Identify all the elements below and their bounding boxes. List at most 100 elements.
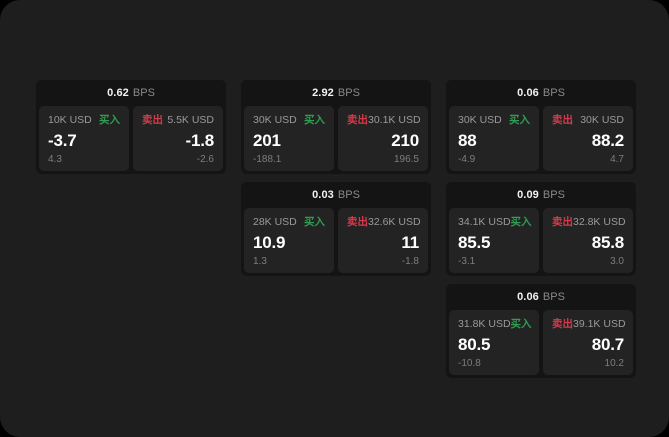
buy-value: 80.5 [458,335,491,354]
buy-value: -3.7 [48,131,77,150]
quote-card[interactable]: 0.06 BPS 31.8K USD 买入 80.5 -10.8 卖 [446,284,636,378]
buy-value: 10.9 [253,233,286,252]
quote-card[interactable]: 0.06 BPS 30K USD 买入 88 -4.9 卖出 [446,80,636,174]
sell-value: 80.7 [591,335,624,354]
quote-board: 0.62 BPS 10K USD 买入 -3.7 4.3 卖出 [36,80,636,400]
buy-delta: -10.8 [458,358,481,369]
bps-unit-label: BPS [542,87,565,99]
sell-size-label: 30K USD [580,113,624,126]
quote-card[interactable]: 0.09 BPS 34.1K USD 买入 85.5 -3.1 卖出 [446,182,636,276]
card-body: 10K USD 买入 -3.7 4.3 卖出 5.5K USD -1.8 -2.… [36,106,226,174]
sell-panel[interactable]: 卖出 30.1K USD 210 196.5 [338,106,428,171]
buy-value: 85.5 [458,233,491,252]
bps-value: 0.62 [107,87,129,99]
bps-unit-label: BPS [132,87,155,99]
card-header: 0.62 BPS [36,80,226,106]
quote-card[interactable]: 0.62 BPS 10K USD 买入 -3.7 4.3 卖出 [36,80,226,174]
sell-panel[interactable]: 卖出 5.5K USD -1.8 -2.6 [133,106,223,171]
sell-panel-top: 卖出 32.8K USD [552,215,626,229]
buy-panel-top: 10K USD 买入 [48,113,120,127]
sell-size-label: 5.5K USD [167,113,214,126]
sell-delta: -2.6 [196,154,214,165]
sell-value: 88.2 [591,131,624,150]
quote-column-2: 2.92 BPS 30K USD 买入 201 -188.1 卖出 [241,80,431,276]
bps-unit-label: BPS [542,291,565,303]
sell-value: -1.8 [185,131,215,150]
buy-panel-top: 30K USD 买入 [253,113,325,127]
quote-column-1: 0.62 BPS 10K USD 买入 -3.7 4.3 卖出 [36,80,226,174]
sell-tag: 卖出 [347,216,368,228]
buy-panel[interactable]: 31.8K USD 买入 80.5 -10.8 [449,310,539,375]
sell-tag: 卖出 [142,114,163,126]
buy-panel[interactable]: 28K USD 买入 10.9 1.3 [244,208,334,273]
buy-delta: -3.1 [458,256,476,267]
buy-tag: 买入 [304,216,325,228]
quote-column-3: 0.06 BPS 30K USD 买入 88 -4.9 卖出 [446,80,636,378]
buy-panel-top: 34.1K USD 买入 [458,215,532,229]
bps-unit-label: BPS [337,189,360,201]
sell-tag: 卖出 [552,114,573,126]
sell-panel-top: 卖出 32.6K USD [347,215,421,229]
card-body: 30K USD 买入 201 -188.1 卖出 30.1K USD 210 1… [241,106,431,174]
buy-size-label: 30K USD [253,113,297,126]
sell-panel-top: 卖出 30K USD [552,113,624,127]
buy-value: 88 [458,131,477,150]
sell-delta: 10.2 [604,358,624,369]
buy-panel[interactable]: 10K USD 买入 -3.7 4.3 [39,106,129,171]
sell-panel[interactable]: 卖出 39.1K USD 80.7 10.2 [543,310,633,375]
sell-size-label: 32.8K USD [573,215,626,228]
sell-size-label: 39.1K USD [573,317,626,330]
sell-tag: 卖出 [552,318,573,330]
card-header: 0.03 BPS [241,182,431,208]
buy-tag: 买入 [304,114,325,126]
sell-panel[interactable]: 卖出 32.6K USD 11 -1.8 [338,208,428,273]
sell-panel-top: 卖出 5.5K USD [142,113,214,127]
buy-size-label: 31.8K USD [458,317,511,330]
bps-value: 0.03 [312,189,334,201]
sell-panel[interactable]: 卖出 32.8K USD 85.8 3.0 [543,208,633,273]
sell-panel-top: 卖出 39.1K USD [552,317,626,331]
sell-tag: 卖出 [347,114,368,126]
sell-delta: 3.0 [610,256,624,267]
bps-value: 0.06 [517,87,539,99]
bps-value: 0.09 [517,189,539,201]
buy-value: 201 [253,131,281,150]
bps-unit-label: BPS [542,189,565,201]
buy-panel-top: 31.8K USD 买入 [458,317,532,331]
quote-card[interactable]: 2.92 BPS 30K USD 买入 201 -188.1 卖出 [241,80,431,174]
buy-size-label: 10K USD [48,113,92,126]
buy-tag: 买入 [509,114,530,126]
bps-value: 2.92 [312,87,334,99]
buy-size-label: 34.1K USD [458,215,511,228]
card-header: 0.06 BPS [446,80,636,106]
sell-value: 210 [391,131,419,150]
buy-tag: 买入 [510,216,532,228]
card-body: 28K USD 买入 10.9 1.3 卖出 32.6K USD 11 -1.8 [241,208,431,276]
bps-value: 0.06 [517,291,539,303]
buy-size-label: 30K USD [458,113,502,126]
card-body: 30K USD 买入 88 -4.9 卖出 30K USD 88.2 4.7 [446,106,636,174]
buy-panel-top: 30K USD 买入 [458,113,530,127]
buy-tag: 买入 [510,318,532,330]
quote-card[interactable]: 0.03 BPS 28K USD 买入 10.9 1.3 卖出 [241,182,431,276]
buy-tag: 买入 [99,114,120,126]
buy-panel[interactable]: 30K USD 买入 201 -188.1 [244,106,334,171]
buy-delta: 4.3 [48,154,62,165]
sell-panel[interactable]: 卖出 30K USD 88.2 4.7 [543,106,633,171]
sell-delta: -1.8 [401,256,419,267]
card-header: 0.06 BPS [446,284,636,310]
buy-panel[interactable]: 30K USD 买入 88 -4.9 [449,106,539,171]
card-header: 2.92 BPS [241,80,431,106]
buy-size-label: 28K USD [253,215,297,228]
sell-delta: 4.7 [610,154,624,165]
sell-size-label: 30.1K USD [368,113,421,126]
buy-delta: -4.9 [458,154,476,165]
card-header: 0.09 BPS [446,182,636,208]
buy-delta: -188.1 [253,154,282,165]
bps-unit-label: BPS [337,87,360,99]
buy-panel[interactable]: 34.1K USD 买入 85.5 -3.1 [449,208,539,273]
buy-delta: 1.3 [253,256,267,267]
card-body: 34.1K USD 买入 85.5 -3.1 卖出 32.8K USD 85.8… [446,208,636,276]
sell-panel-top: 卖出 30.1K USD [347,113,421,127]
